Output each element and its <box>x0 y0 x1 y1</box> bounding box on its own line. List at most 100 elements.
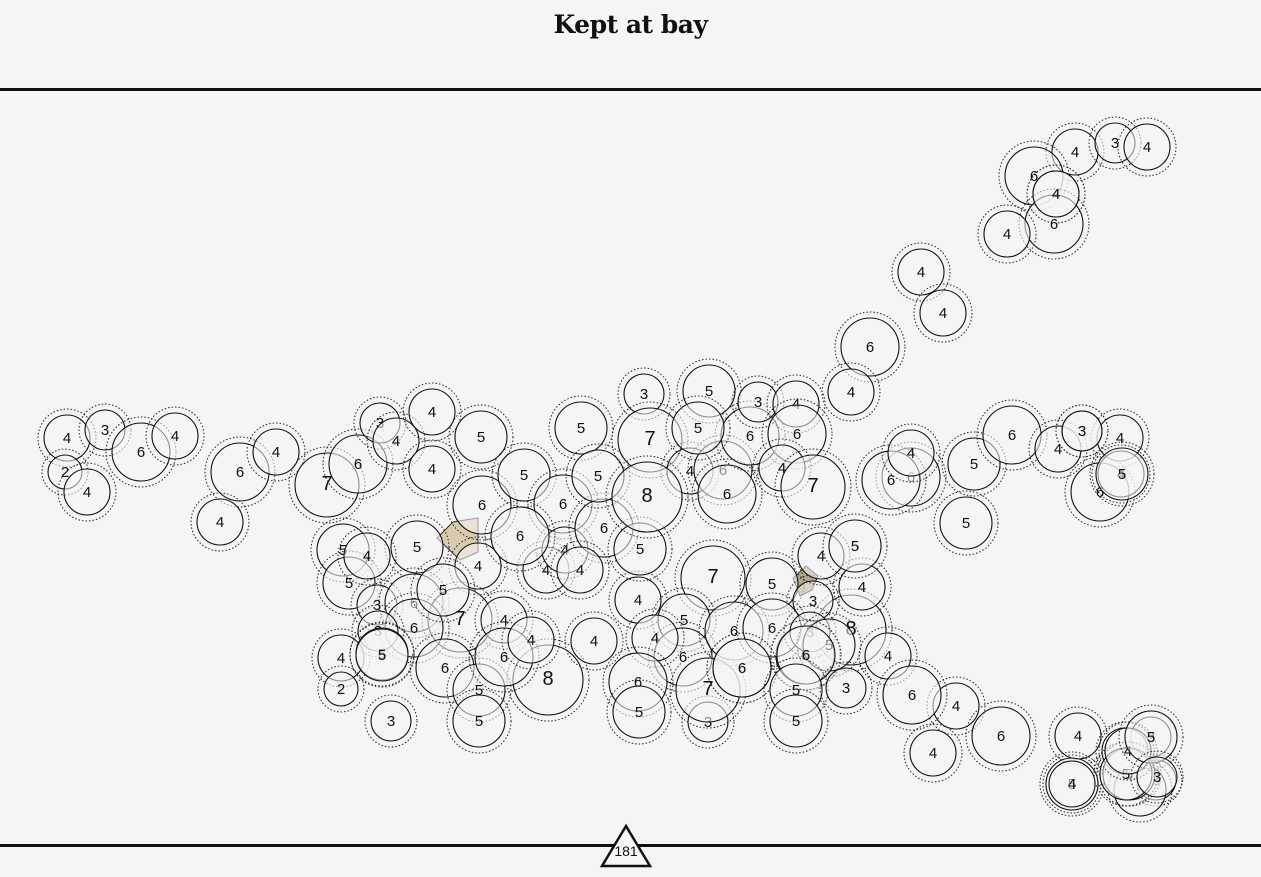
circle-clue[interactable]: 4 <box>1042 754 1102 814</box>
circle-clue[interactable]: 4 <box>926 676 986 736</box>
circles-layer: 4364246447634454565545543647463456856444… <box>37 116 1184 823</box>
circle-clue[interactable]: 5 <box>933 490 999 556</box>
clue-number: 4 <box>858 579 866 596</box>
circle-clue[interactable]: 4 <box>977 204 1037 264</box>
circle-clue[interactable]: 3 <box>786 574 840 628</box>
clue-number: 5 <box>345 575 353 592</box>
circle-clue[interactable]: 7 <box>774 448 852 526</box>
clue-number: 6 <box>768 620 776 637</box>
circle-clue[interactable]: 4 <box>448 536 508 596</box>
clue-halo <box>834 311 906 383</box>
clue-ring <box>390 520 444 574</box>
circle-clue[interactable]: 6 <box>484 500 556 572</box>
clue-halo <box>761 398 833 470</box>
clue-ring <box>947 437 1001 491</box>
circle-clue[interactable]: 6 <box>834 311 906 383</box>
circle-clue[interactable]: 2 <box>317 665 365 713</box>
clue-halo <box>446 688 512 754</box>
circle-clue[interactable]: 5 <box>384 514 450 580</box>
clue-halo <box>941 431 1007 497</box>
circle-clue[interactable]: 5 <box>665 395 731 461</box>
clue-halo <box>364 694 418 748</box>
clue-number: 6 <box>634 674 642 691</box>
clue-number: 4 <box>428 461 436 478</box>
clue-halo <box>691 458 763 530</box>
circle-clue[interactable]: 4 <box>145 406 205 466</box>
clue-number: 4 <box>474 558 482 575</box>
clue-number: 4 <box>1068 776 1076 793</box>
clue-ring <box>454 542 502 590</box>
clue-number: 5 <box>792 682 800 699</box>
circle-clue[interactable]: 6 <box>965 700 1037 772</box>
clue-halo <box>786 574 840 628</box>
circle-clue[interactable]: 4 <box>858 626 918 686</box>
circle-clue[interactable]: 4 <box>913 283 973 343</box>
circle-clue[interactable]: 6 <box>706 632 778 704</box>
circle-clue[interactable]: 5 <box>446 688 512 754</box>
circle-clue[interactable]: 5 <box>763 688 829 754</box>
clue-halo <box>926 676 986 736</box>
clue-number: 5 <box>577 420 585 437</box>
circle-clue[interactable]: 6 <box>691 458 763 530</box>
circle-clue[interactable]: 5 <box>410 557 476 623</box>
circle-clue[interactable]: 5 <box>1089 441 1155 507</box>
clue-number: 4 <box>83 484 91 501</box>
circle-clue[interactable]: 6 <box>876 659 948 731</box>
circle-clue[interactable]: 3 <box>364 694 418 748</box>
clue-number: 4 <box>1052 186 1060 203</box>
circle-clue[interactable]: 4 <box>501 610 561 670</box>
circle-clue[interactable]: 4 <box>1026 164 1086 224</box>
clue-number: 6 <box>1030 168 1038 185</box>
clue-halo <box>965 700 1037 772</box>
circle-clue[interactable]: 4 <box>246 422 306 482</box>
circle-clue[interactable]: 5 <box>448 404 514 470</box>
circle-clue[interactable]: 4 <box>1117 117 1177 177</box>
circle-clue[interactable]: 5 <box>349 622 415 688</box>
clue-number: 8 <box>845 618 856 640</box>
circle-clue[interactable]: 5 <box>739 551 805 617</box>
clue-ring <box>328 434 388 494</box>
circle-clue[interactable]: 4 <box>891 242 951 302</box>
clue-number: 6 <box>866 339 874 356</box>
clue-halo <box>1042 754 1102 814</box>
circle-clue[interactable]: 3 <box>819 661 873 715</box>
clue-ring <box>63 468 111 516</box>
circle-clue[interactable]: 4 <box>337 526 397 586</box>
circle-clue[interactable]: 4 <box>564 611 624 671</box>
circle-clue[interactable]: 4 <box>190 492 250 552</box>
circle-clue[interactable]: 4 <box>550 540 610 600</box>
clue-number: 5 <box>520 467 528 484</box>
circle-clue[interactable]: 4 <box>366 411 426 471</box>
clue-halo <box>402 382 462 442</box>
clue-number: 2 <box>337 681 345 698</box>
clue-number: 3 <box>1111 135 1119 152</box>
clue-number: 4 <box>686 463 694 480</box>
clue-number: 3 <box>809 593 817 610</box>
circle-clue[interactable]: 5 <box>822 513 888 579</box>
circle-clue[interactable]: 4 <box>1048 706 1108 766</box>
circle-clue[interactable]: 5 <box>941 431 1007 497</box>
circle-clue[interactable]: 3 <box>1055 404 1109 458</box>
clue-ring <box>840 317 900 377</box>
circle-clue[interactable]: 3 <box>1130 750 1184 804</box>
circle-clue[interactable]: 4 <box>625 608 685 668</box>
circle-clue[interactable]: 8 <box>605 455 689 539</box>
clue-number: 6 <box>478 497 486 514</box>
circle-clue[interactable]: 4 <box>402 439 462 499</box>
circle-clue[interactable]: 5 <box>606 679 672 745</box>
clue-ring <box>1061 410 1103 452</box>
clue-number: 4 <box>527 632 535 649</box>
clue-number: 3 <box>1153 769 1161 786</box>
clue-ring <box>971 706 1031 766</box>
circle-clue[interactable]: 4 <box>402 382 462 442</box>
clue-ring <box>1136 756 1178 798</box>
circle-clue[interactable]: 4 <box>57 462 117 522</box>
clue-ring <box>828 519 882 573</box>
clue-number: 5 <box>680 612 688 629</box>
clue-halo <box>337 526 397 586</box>
clue-ring <box>554 401 608 455</box>
circle-clue[interactable]: 4 <box>821 362 881 422</box>
circle-clue[interactable]: 4 <box>881 423 941 483</box>
circle-clue[interactable]: 4 <box>903 723 963 783</box>
clue-number: 7 <box>702 678 713 700</box>
